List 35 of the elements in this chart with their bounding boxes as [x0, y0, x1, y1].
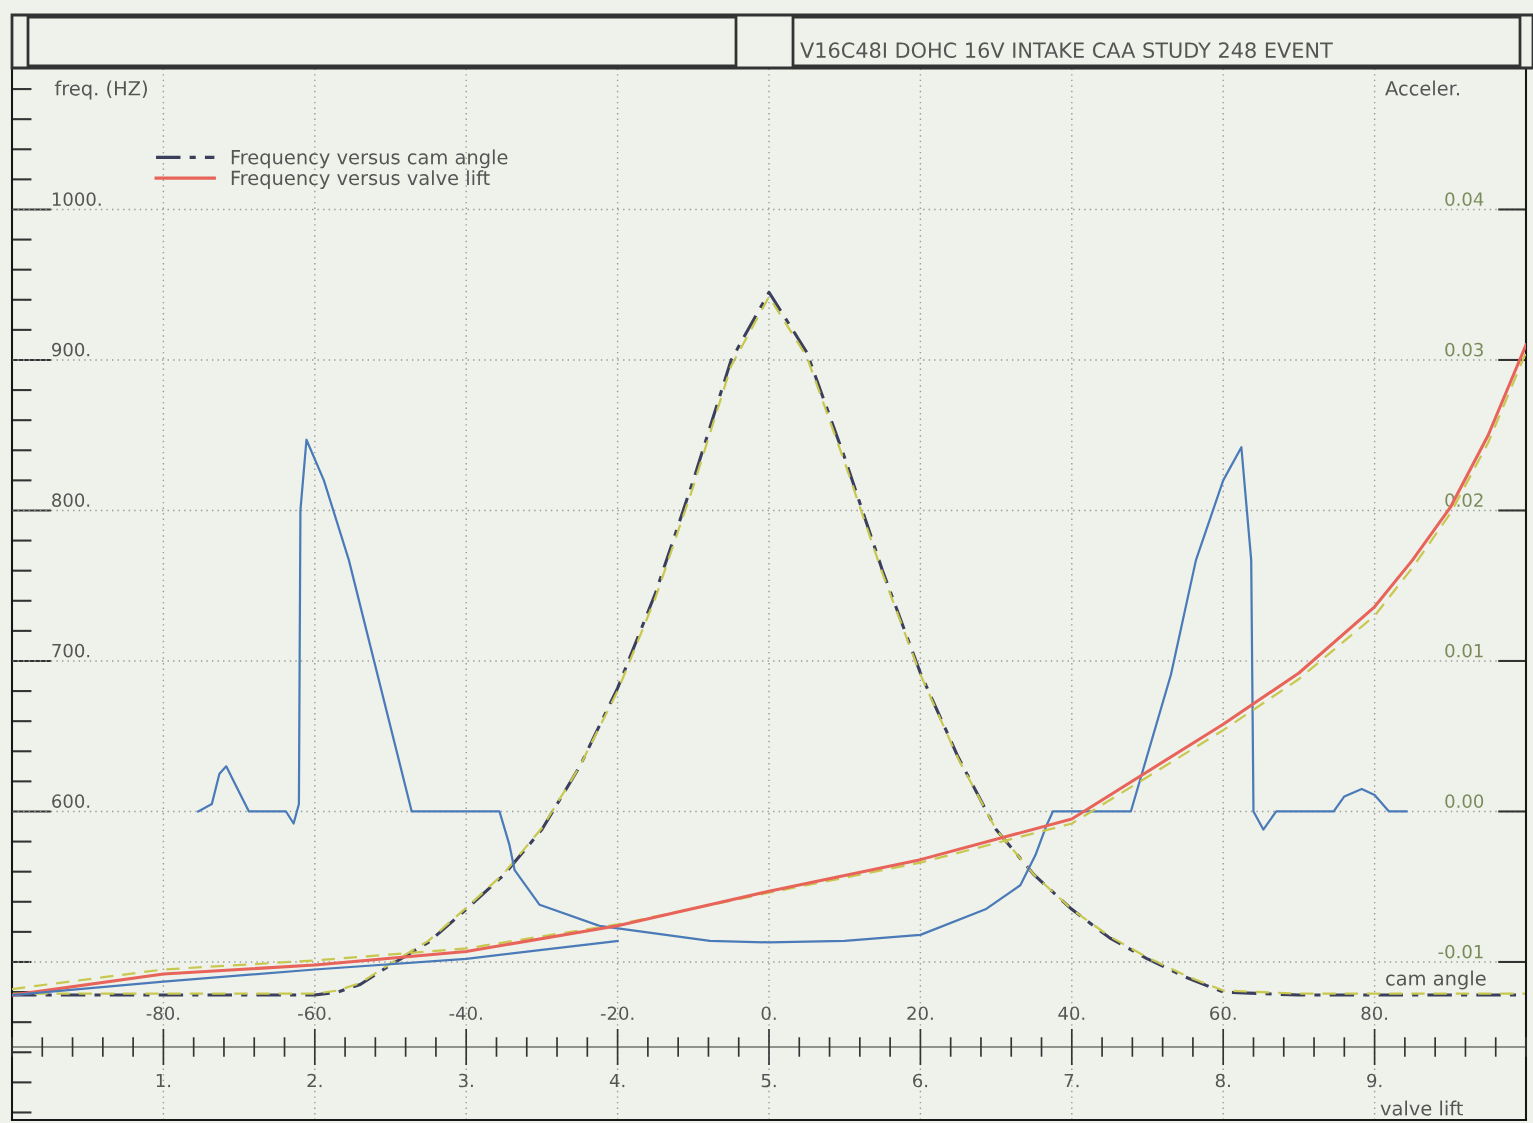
- y-tick-label: 800.: [52, 493, 90, 507]
- x2-tick-label: 5.: [761, 1073, 776, 1088]
- legend-label: Frequency versus valve lift: [231, 170, 490, 189]
- x-tick-label: -80.: [146, 1006, 180, 1021]
- x-axis-title: cam angle: [1386, 970, 1486, 990]
- y2-tick-label: 0.00: [1445, 794, 1484, 808]
- x2-tick-label: 2.: [307, 1073, 322, 1088]
- x-tick-label: -60.: [298, 1006, 331, 1021]
- x2-tick-label: 1.: [156, 1073, 171, 1088]
- x2-tick-label: 8.: [1215, 1073, 1230, 1088]
- x2-tick-label: 3.: [458, 1073, 473, 1088]
- x-tick-label: -40.: [449, 1006, 482, 1021]
- x-tick-label: 0.: [761, 1006, 776, 1021]
- y-tick-label: 700.: [52, 643, 90, 658]
- y-tick-label: 1000.: [52, 192, 101, 206]
- x-tick-label: 20.: [907, 1006, 933, 1021]
- x2-tick-label: 6.: [913, 1073, 928, 1088]
- y-axis-title: freq. (HZ): [54, 80, 147, 100]
- x-tick-label: 40.: [1058, 1006, 1085, 1021]
- y2-tick-label: 0.04: [1445, 192, 1484, 206]
- chart-title: V16C48I DOHC 16V INTAKE CAA STUDY 248 EVENT: [800, 42, 1333, 59]
- legend-label: Frequency versus cam angle: [231, 149, 508, 169]
- x2-tick-label: 9.: [1367, 1073, 1382, 1088]
- y2-tick-label: 0.03: [1445, 342, 1483, 357]
- y2-axis-title: Acceler.: [1385, 80, 1459, 96]
- y-tick-label: 600.: [52, 794, 90, 808]
- y2-tick-label: 0.01: [1445, 643, 1483, 658]
- x2-axis-title: valve lift: [1380, 1100, 1463, 1116]
- x-tick-label: 80.: [1361, 1006, 1388, 1021]
- y-tick-label: 900.: [52, 342, 90, 357]
- x-tick-label: 60.: [1210, 1006, 1236, 1021]
- x2-tick-label: 4.: [609, 1073, 625, 1088]
- x2-tick-label: 7.: [1064, 1073, 1079, 1088]
- y2-tick-label: -0.01: [1438, 944, 1483, 959]
- x-tick-label: -20.: [600, 1006, 634, 1021]
